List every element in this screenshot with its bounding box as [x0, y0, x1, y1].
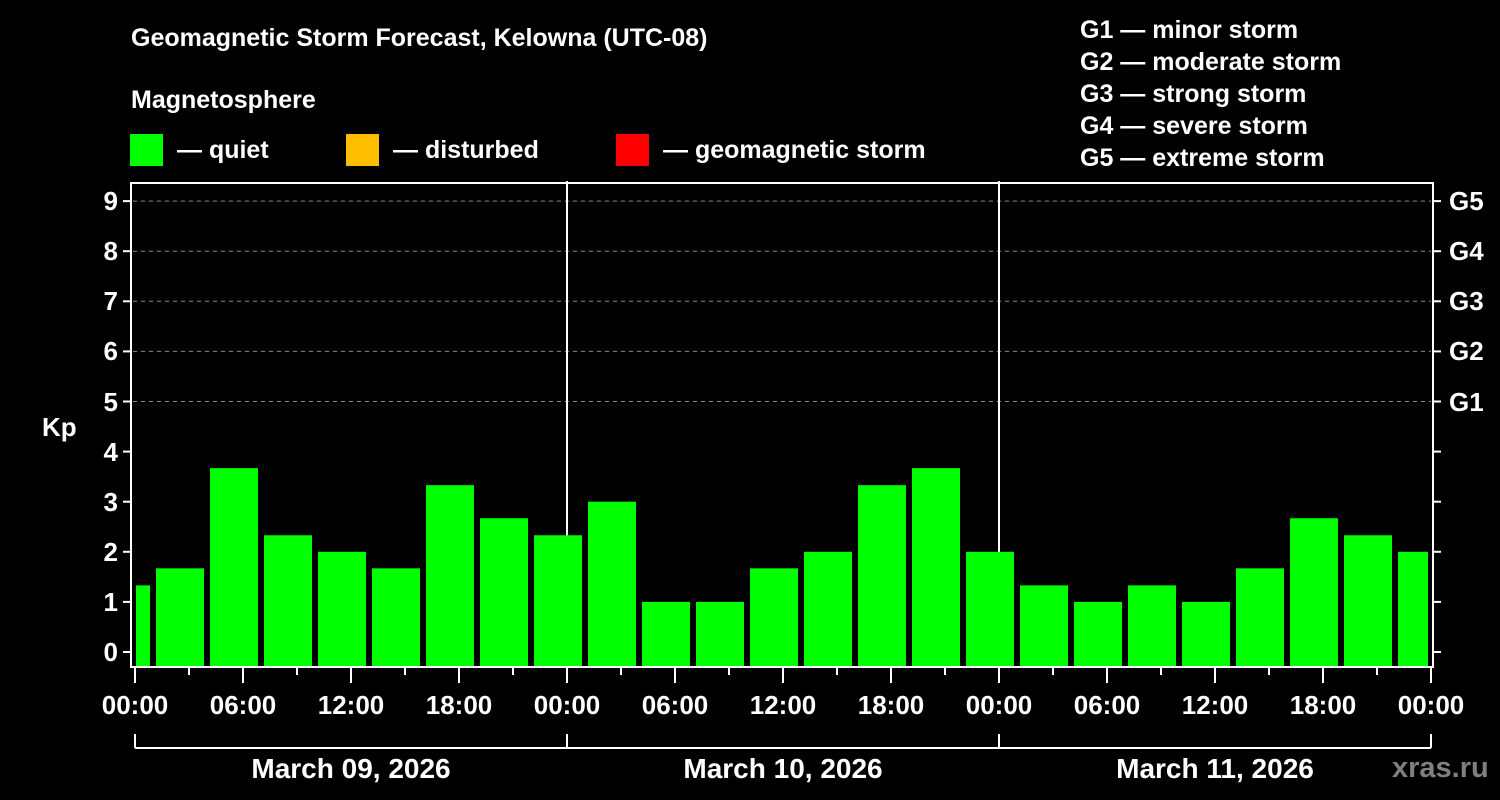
y-tick-label: 1	[103, 586, 118, 617]
y-tick-label: 0	[103, 637, 118, 667]
kp-bar	[136, 585, 150, 666]
y-tick-label: 5	[103, 386, 118, 417]
kp-bar	[966, 551, 1014, 666]
kp-bar	[1398, 551, 1428, 666]
kp-bar	[1236, 568, 1284, 666]
kp-bar	[804, 551, 852, 666]
legend-item-storm: — geomagnetic storm	[616, 133, 926, 167]
watermark: xras.ru	[1392, 752, 1489, 784]
date-label: March 09, 2026	[251, 753, 451, 784]
storm-scale-item: G1 — minor storm	[1080, 16, 1299, 44]
storm-scale-legend: G1 — minor storm G2 — moderate storm G3 …	[1080, 14, 1341, 174]
g-scale-tick-label: G2	[1449, 336, 1484, 367]
g-scale-tick-label: G5	[1449, 186, 1484, 217]
y-tick-label: 6	[103, 336, 118, 367]
y-tick-label: 9	[103, 186, 118, 217]
storm-scale-item: G4 — severe storm	[1080, 112, 1308, 140]
kp-bar	[372, 568, 420, 666]
x-tick-label: 06:00	[641, 690, 709, 720]
kp-bar	[1074, 601, 1122, 666]
kp-bar	[210, 468, 258, 666]
y-tick-label: 7	[103, 286, 118, 317]
x-tick-label: 18:00	[425, 690, 493, 720]
g-scale-tick-label: G1	[1449, 386, 1484, 417]
x-tick-label: 00:00	[965, 690, 1033, 720]
x-tick-label: 18:00	[857, 690, 925, 720]
storm-scale-item: G3 — strong storm	[1080, 80, 1307, 108]
storm-swatch	[616, 134, 649, 166]
g-scale-tick-label: G4	[1449, 236, 1484, 267]
date-label: March 11, 2026	[1116, 753, 1314, 784]
kp-bar	[1344, 535, 1392, 666]
kp-bar	[750, 568, 798, 666]
x-tick-label: 12:00	[1181, 690, 1249, 720]
quiet-swatch	[130, 134, 163, 166]
legend-item-disturbed: — disturbed	[346, 133, 539, 167]
storm-scale-item: G2 — moderate storm	[1080, 48, 1342, 76]
kp-bar	[912, 468, 960, 666]
kp-bar	[696, 601, 744, 666]
chart-title: Geomagnetic Storm Forecast, Kelowna (UTC…	[131, 24, 708, 52]
kp-bar	[1020, 585, 1068, 666]
date-label: March 10, 2026	[683, 753, 883, 784]
legend-label: — geomagnetic storm	[663, 135, 926, 164]
x-tick-label: 18:00	[1289, 690, 1357, 720]
kp-bar	[642, 601, 690, 666]
x-tick-label: 00:00	[1397, 690, 1465, 720]
kp-bar	[426, 485, 474, 666]
x-tick-label: 06:00	[1073, 690, 1141, 720]
kp-bar	[156, 568, 204, 666]
y-tick-label: 3	[103, 486, 118, 517]
y-tick-label: 8	[103, 236, 118, 267]
kp-bar	[534, 535, 582, 666]
legend-label: — quiet	[177, 135, 269, 164]
kp-bar	[1128, 585, 1176, 666]
kp-bar	[264, 535, 312, 666]
storm-scale-item: G5 — extreme storm	[1080, 144, 1325, 172]
disturbed-swatch	[346, 134, 379, 166]
kp-bar	[1290, 518, 1338, 666]
x-tick-label: 00:00	[101, 690, 169, 720]
chart-subtitle: Magnetosphere	[131, 86, 316, 114]
kp-bar	[318, 551, 366, 666]
y-tick-label: 2	[103, 536, 118, 567]
kp-bar	[858, 485, 906, 666]
y-tick-label: 4	[103, 436, 118, 467]
kp-bar	[1182, 601, 1230, 666]
g-scale-tick-label: G3	[1449, 286, 1484, 317]
x-tick-label: 12:00	[749, 690, 817, 720]
x-tick-label: 00:00	[533, 690, 601, 720]
kp-bar	[588, 501, 636, 666]
y-axis-label: Kp	[42, 412, 77, 442]
kp-bar	[480, 518, 528, 666]
legend-label: — disturbed	[393, 135, 539, 164]
legend-item-quiet: — quiet	[130, 133, 269, 167]
x-tick-label: 12:00	[317, 690, 385, 720]
x-tick-label: 06:00	[209, 690, 277, 720]
